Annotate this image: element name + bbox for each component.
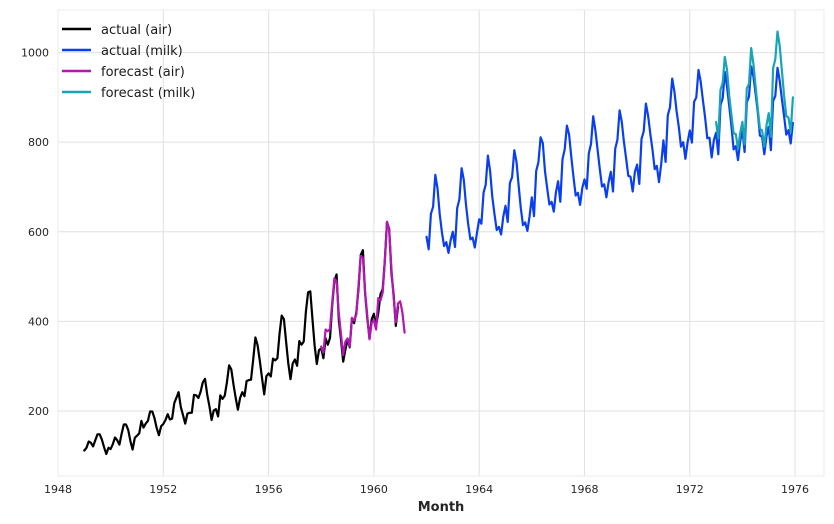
x-tick-label: 1964 bbox=[465, 483, 493, 496]
series-line-actual-milk bbox=[425, 65, 795, 254]
legend-label-actual-milk: actual (milk) bbox=[101, 44, 183, 59]
x-tick-label: 1968 bbox=[570, 483, 598, 496]
grid-lines bbox=[57, 10, 824, 476]
series-line-forecast-milk bbox=[714, 30, 795, 150]
y-tick-label: 800 bbox=[28, 136, 49, 149]
series-line-actual-air bbox=[83, 220, 400, 456]
plot-border bbox=[57, 9, 825, 477]
x-tick-label: 1960 bbox=[360, 483, 388, 496]
plot-frame bbox=[57, 9, 825, 477]
series-layer bbox=[83, 30, 795, 456]
y-tick-label: 600 bbox=[28, 226, 49, 239]
tick-labels: 1948 1952 1956 1960 1964 1968 1972 1976 200 400 60… bbox=[21, 47, 809, 496]
y-tick-label: 200 bbox=[28, 405, 49, 418]
y-tick-label: 400 bbox=[28, 315, 49, 328]
legend-label-actual-air: actual (air) bbox=[101, 23, 172, 38]
x-tick-label: 1956 bbox=[255, 483, 283, 496]
x-axis-title: Month bbox=[418, 500, 465, 515]
x-tick-label: 1976 bbox=[781, 483, 809, 496]
x-tick-label: 1948 bbox=[44, 483, 72, 496]
legend-label-forecast-milk: forecast (milk) bbox=[101, 86, 195, 101]
legend: actual (air) actual (milk) forecast (air) f… bbox=[62, 23, 195, 101]
legend-label-forecast-air: forecast (air) bbox=[101, 65, 185, 80]
x-tick-label: 1952 bbox=[149, 483, 177, 496]
x-tick-label: 1972 bbox=[676, 483, 704, 496]
series-line-forecast-air bbox=[320, 220, 406, 357]
y-tick-label: 1000 bbox=[21, 47, 49, 60]
